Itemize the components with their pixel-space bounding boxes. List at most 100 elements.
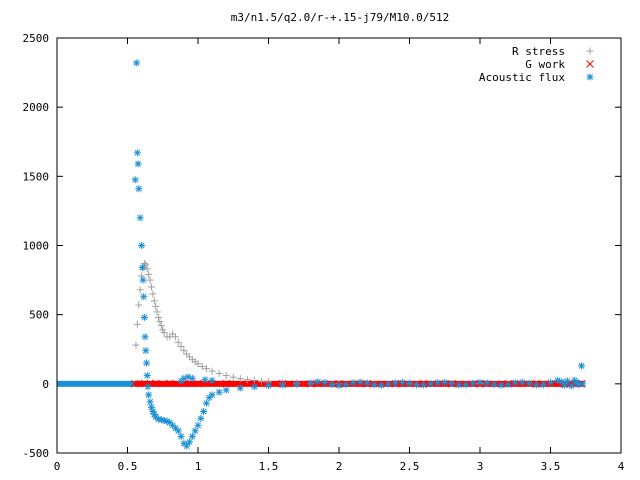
data-point: [183, 442, 191, 450]
x-axis-ticks: 0 0.5 1 1.5 2 2.5 3 3.5 4: [54, 38, 625, 473]
data-point: [147, 403, 155, 411]
data-point: [140, 313, 148, 321]
data-point: [208, 391, 216, 399]
data-point: [177, 342, 185, 350]
data-point: [257, 377, 265, 385]
data-point: [186, 438, 194, 446]
data-point: [579, 380, 587, 388]
data-point: [441, 378, 449, 386]
data-point: [455, 381, 463, 389]
data-point: [321, 378, 329, 386]
data-point: [420, 381, 428, 389]
y-tick-label: 1500: [23, 170, 50, 183]
data-point: [188, 432, 196, 440]
data-point: [293, 380, 301, 388]
data-point: [135, 185, 143, 193]
data-point: [356, 378, 364, 386]
data-point: [142, 347, 150, 355]
data-point: [147, 283, 155, 291]
data-point: [146, 398, 154, 406]
series-acoustic-flux: [131, 59, 587, 450]
data-point: [384, 380, 392, 388]
data-point: [143, 359, 151, 367]
data-point: [201, 376, 209, 384]
data-point: [335, 381, 343, 389]
y-tick-label: 1000: [23, 240, 50, 253]
data-point: [434, 379, 442, 387]
x-tick-label: 3: [477, 460, 484, 473]
x-tick-label: 4: [618, 460, 625, 473]
data-point: [497, 381, 505, 389]
data-point: [222, 379, 231, 388]
data-point: [222, 386, 230, 394]
data-point: [391, 379, 399, 387]
data-point: [406, 379, 413, 387]
data-point: [243, 376, 251, 384]
x-tick-label: 2: [336, 460, 343, 473]
data-point: [342, 381, 350, 389]
data-point: [229, 373, 237, 381]
data-point: [131, 176, 139, 184]
data-point: [141, 333, 149, 341]
data-point: [314, 378, 322, 386]
data-point: [136, 286, 144, 294]
data-point: [504, 380, 512, 388]
x-tick-label: 2.5: [400, 460, 420, 473]
data-point: [349, 379, 357, 387]
legend-label: G work: [525, 58, 565, 71]
x-tick-label: 0.5: [118, 460, 138, 473]
data-point: [469, 379, 477, 387]
data-point: [198, 363, 206, 371]
data-point: [153, 308, 161, 316]
chart-title: m3/n1.5/q2.0/r-+.15-j79/M10.0/512: [231, 11, 450, 24]
data-point: [462, 381, 470, 389]
x-tick-label: 3.5: [541, 460, 561, 473]
data-point: [165, 379, 174, 388]
data-point: [140, 293, 148, 301]
data-point: [377, 381, 385, 389]
data-point: [427, 380, 435, 388]
data-point: [135, 301, 143, 309]
y-tick-label: -500: [23, 447, 50, 460]
legend-label: Acoustic flux: [479, 71, 565, 84]
data-point: [171, 333, 179, 341]
x-tick-label: 1: [195, 460, 202, 473]
data-point: [215, 388, 223, 396]
data-point: [177, 432, 185, 440]
data-point: [208, 376, 216, 384]
data-point: [561, 381, 569, 389]
data-point: [194, 360, 202, 368]
data-point: [578, 362, 586, 370]
x-tick-label: 0: [54, 460, 61, 473]
data-point: [525, 379, 533, 387]
data-point: [307, 379, 315, 387]
plot-area: [57, 59, 587, 450]
data-point: [194, 421, 202, 429]
data-point: [157, 322, 165, 330]
data-point: [197, 414, 205, 422]
data-point: [568, 382, 576, 390]
data-point: [279, 381, 287, 389]
gwork-zero-band: [134, 380, 304, 387]
data-point: [532, 381, 540, 389]
legend-label: R stress: [512, 45, 565, 58]
data-point: [236, 384, 244, 392]
data-point: [151, 379, 160, 388]
data-point: [490, 380, 498, 388]
data-point: [138, 264, 146, 272]
data-point: [143, 372, 151, 380]
y-axis-ticks: -500 0 500 1000 1500 2000 2500: [23, 32, 621, 460]
data-point: [518, 378, 526, 386]
data-point: [133, 320, 141, 328]
data-point: [155, 313, 163, 321]
data-point: [139, 276, 147, 284]
data-point: [150, 297, 158, 305]
x-tick-label: 1.5: [259, 460, 279, 473]
data-point: [138, 242, 146, 249]
data-point: [265, 381, 272, 389]
data-point: [133, 59, 141, 67]
flux-zero-band-left: [57, 380, 135, 387]
data-point: [144, 383, 152, 391]
